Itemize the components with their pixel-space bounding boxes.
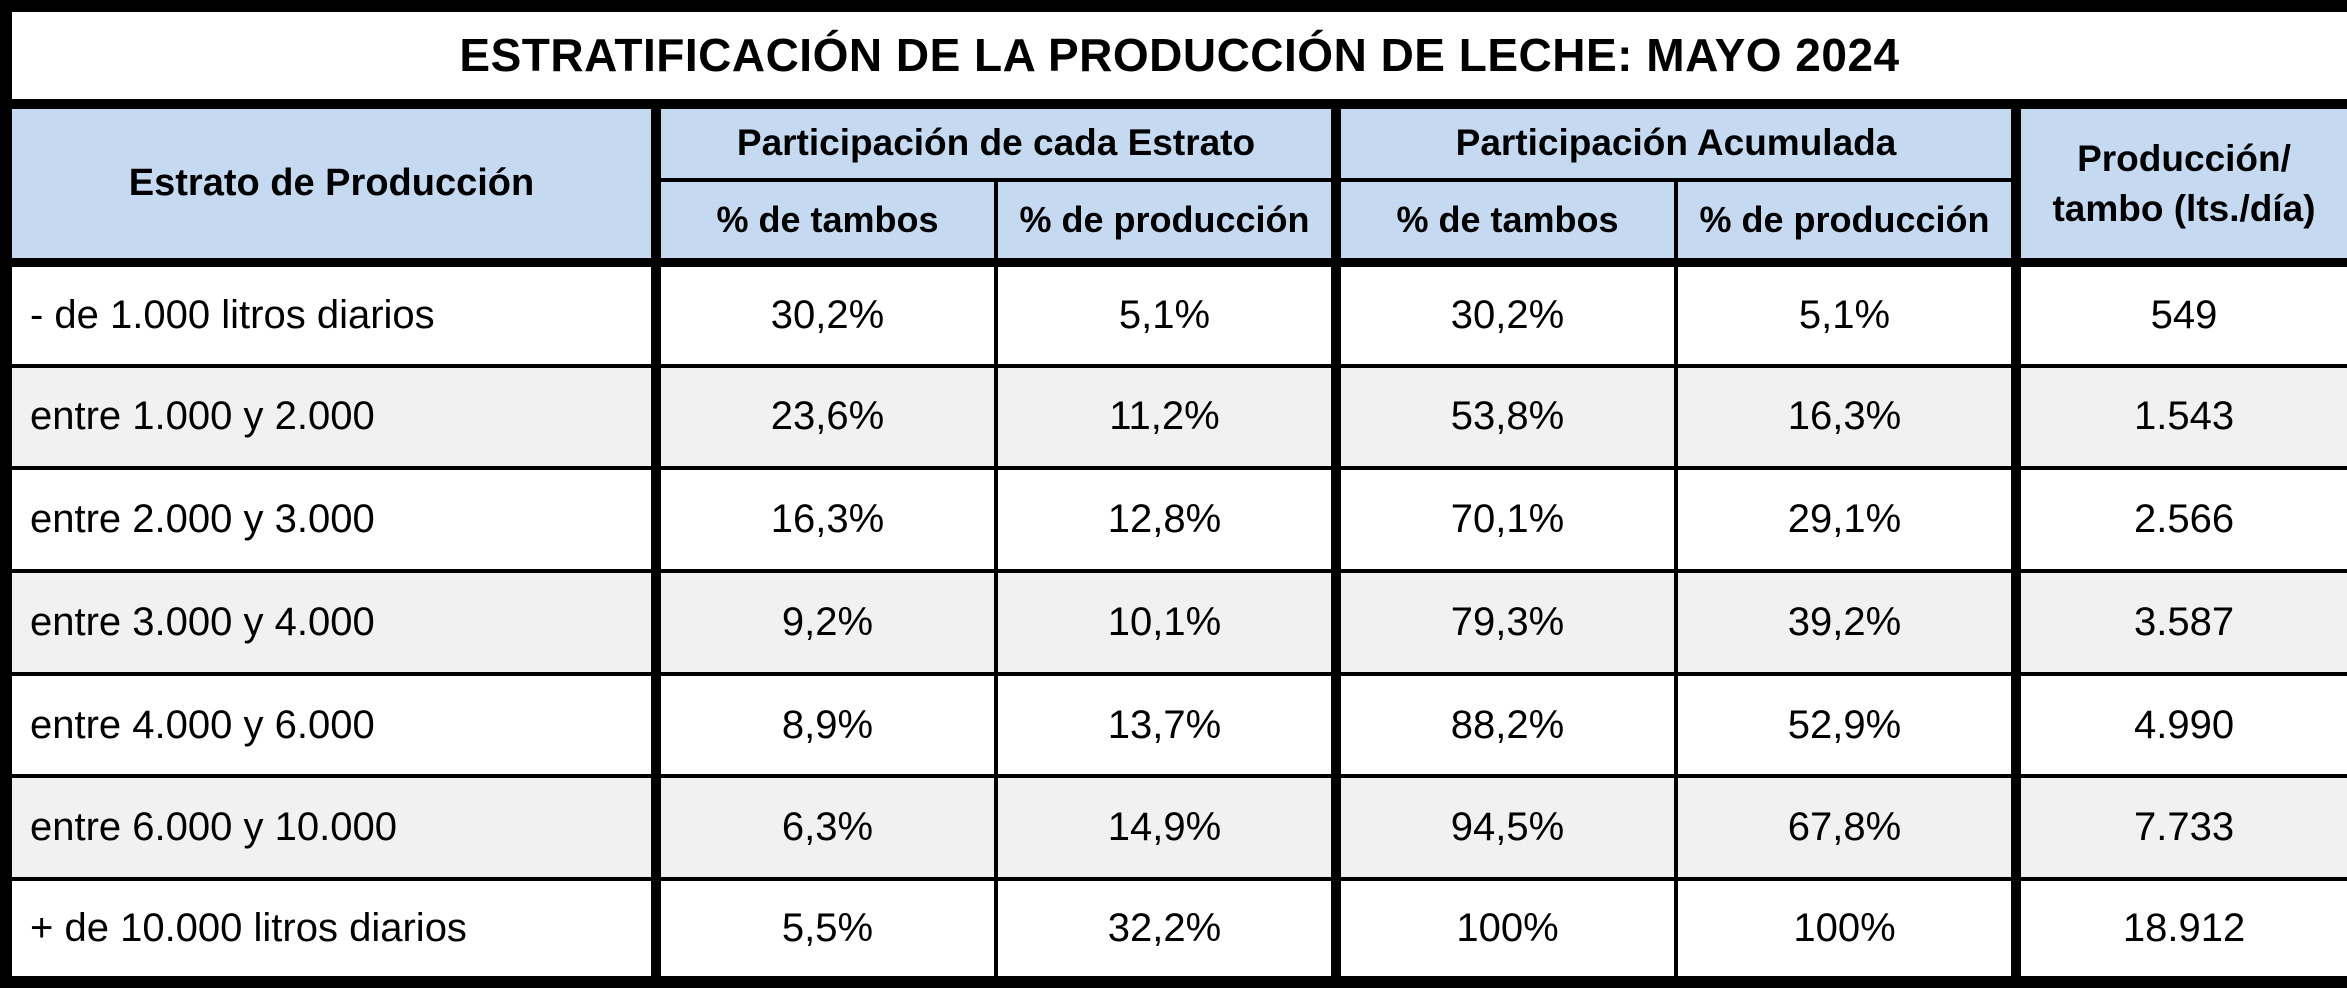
cell-estrato-pct-tambos: 5,5% — [651, 877, 998, 984]
cell-acumulada-pct-produccion: 52,9% — [1674, 671, 2018, 779]
cell-estrato-pct-produccion: 32,2% — [994, 877, 1338, 984]
cell-acumulada-pct-tambos: 94,5% — [1331, 774, 1678, 882]
cell-produccion-tambo: 3.587 — [2010, 569, 2347, 676]
row-label: entre 3.000 y 4.000 — [4, 569, 658, 676]
table-row-2000-3000: entre 2.000 y 3.000 16,3% 12,8% 70,1% 29… — [4, 466, 2347, 574]
header-group-participacion-cada-estrato: Participación de cada Estrato — [651, 101, 1338, 183]
cell-estrato-pct-produccion: 12,8% — [994, 466, 1338, 574]
cell-produccion-tambo: 2.566 — [2010, 466, 2347, 574]
cell-estrato-pct-produccion: 13,7% — [994, 671, 1338, 779]
cell-estrato-pct-tambos: 23,6% — [651, 363, 998, 471]
cell-estrato-pct-tambos: 8,9% — [651, 671, 998, 779]
cell-produccion-tambo: 18.912 — [2010, 877, 2347, 984]
cell-estrato-pct-tambos: 16,3% — [651, 466, 998, 574]
cell-acumulada-pct-tambos: 88,2% — [1331, 671, 1678, 779]
cell-produccion-tambo: 4.990 — [2010, 671, 2347, 779]
table-title: ESTRATIFICACIÓN DE LA PRODUCCIÓN DE LECH… — [3, 4, 2347, 109]
cell-acumulada-pct-tambos: 53,8% — [1331, 363, 1678, 471]
cell-acumulada-pct-tambos: 30,2% — [1331, 260, 1678, 368]
header-estrato-pct-tambos: % de tambos — [651, 178, 998, 268]
cell-acumulada-pct-tambos: 79,3% — [1331, 569, 1678, 676]
table-row-3000-4000: entre 3.000 y 4.000 9,2% 10,1% 79,3% 39,… — [4, 569, 2347, 676]
table-row-mas-10000: + de 10.000 litros diarios 5,5% 32,2% 10… — [4, 877, 2347, 984]
header-estrato-pct-produccion: % de producción — [994, 178, 1338, 268]
cell-acumulada-pct-produccion: 5,1% — [1674, 260, 2018, 368]
row-label: entre 2.000 y 3.000 — [4, 466, 658, 574]
cell-estrato-pct-produccion: 14,9% — [994, 774, 1338, 882]
header-estrato-de-produccion: Estrato de Producción — [4, 101, 658, 268]
header-produccion-tambo: Producción/ tambo (lts./día) — [2010, 101, 2347, 268]
row-label: entre 4.000 y 6.000 — [4, 671, 658, 779]
header-produccion-tambo-line2: tambo (lts./día) — [2052, 187, 2316, 229]
cell-estrato-pct-tambos: 6,3% — [651, 774, 998, 882]
title-row: ESTRATIFICACIÓN DE LA PRODUCCIÓN DE LECH… — [3, 4, 2347, 109]
row-label: + de 10.000 litros diarios — [4, 877, 658, 984]
cell-acumulada-pct-tambos: 100% — [1331, 877, 1678, 984]
cell-acumulada-pct-produccion: 67,8% — [1674, 774, 2018, 882]
header-group-participacion-acumulada: Participación Acumulada — [1331, 101, 2018, 183]
cell-estrato-pct-tambos: 30,2% — [651, 260, 998, 368]
cell-estrato-pct-tambos: 9,2% — [651, 569, 998, 676]
table-row-4000-6000: entre 4.000 y 6.000 8,9% 13,7% 88,2% 52,… — [4, 671, 2347, 779]
header-acumulada-pct-produccion: % de producción — [1674, 178, 2018, 268]
row-label: - de 1.000 litros diarios — [4, 260, 658, 368]
header-produccion-tambo-line1: Producción/ — [2077, 137, 2291, 179]
cell-acumulada-pct-produccion: 16,3% — [1674, 363, 2018, 471]
cell-acumulada-pct-produccion: 39,2% — [1674, 569, 2018, 676]
cell-estrato-pct-produccion: 11,2% — [994, 363, 1338, 471]
table-row-6000-10000: entre 6.000 y 10.000 6,3% 14,9% 94,5% 67… — [4, 774, 2347, 882]
header-acumulada-pct-tambos: % de tambos — [1331, 178, 1678, 268]
header-group-row: Estrato de Producción Participación de c… — [4, 101, 2347, 268]
cell-acumulada-pct-produccion: 100% — [1674, 877, 2018, 984]
cell-produccion-tambo: 549 — [2010, 260, 2347, 368]
cell-estrato-pct-produccion: 10,1% — [994, 569, 1338, 676]
header-sub-row: % de tambos % de producción % de tambos … — [6, 178, 2347, 268]
cell-produccion-tambo: 7.733 — [2010, 774, 2347, 882]
table-row-menos-1000: - de 1.000 litros diarios 30,2% 5,1% 30,… — [4, 260, 2347, 368]
row-label: entre 1.000 y 2.000 — [4, 363, 658, 471]
cell-produccion-tambo: 1.543 — [2010, 363, 2347, 471]
cell-acumulada-pct-tambos: 70,1% — [1331, 466, 1678, 574]
cell-acumulada-pct-produccion: 29,1% — [1674, 466, 2018, 574]
cell-estrato-pct-produccion: 5,1% — [994, 260, 1338, 368]
row-label: entre 6.000 y 10.000 — [4, 774, 658, 882]
table-row-1000-2000: entre 1.000 y 2.000 23,6% 11,2% 53,8% 16… — [4, 363, 2347, 471]
